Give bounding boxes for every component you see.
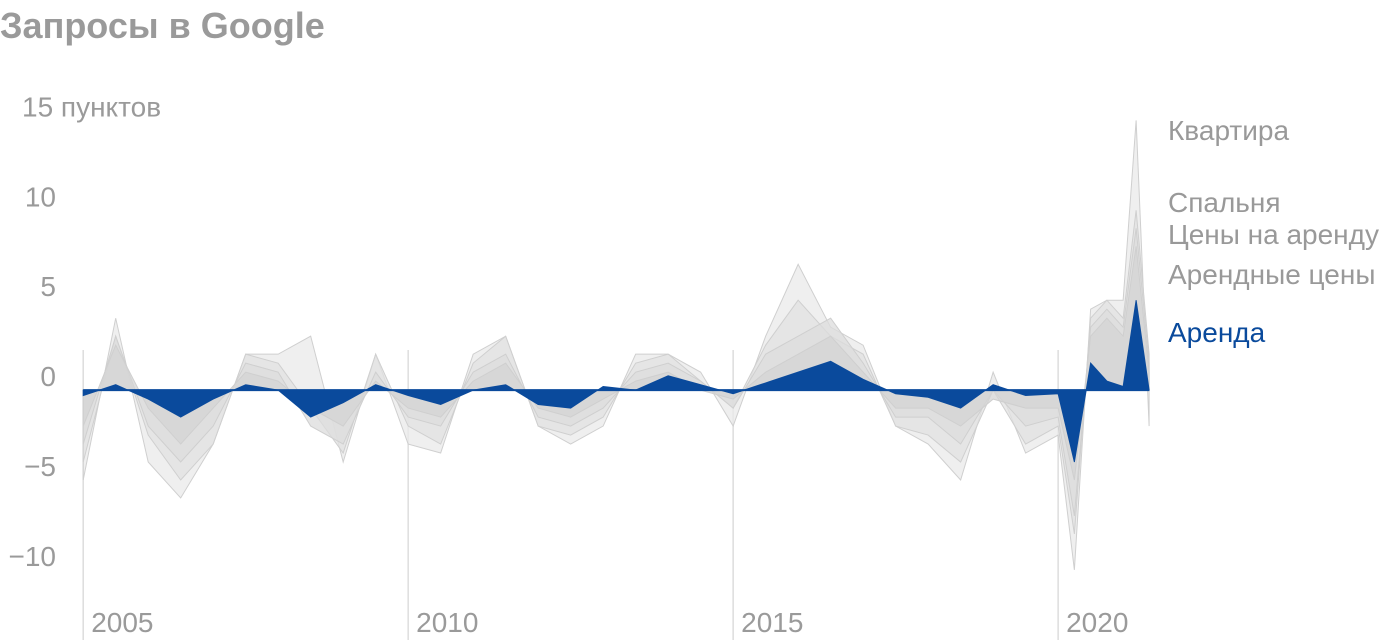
y-tick-label: −10	[9, 541, 57, 572]
legend-label: Аренда	[1168, 317, 1266, 348]
x-tick-label: 2015	[741, 607, 803, 638]
x-tick-label: 2005	[91, 607, 153, 638]
area	[82, 120, 1150, 570]
y-tick-label: 5	[40, 271, 56, 302]
x-tick-label: 2010	[416, 607, 478, 638]
y-tick-label: 0	[40, 361, 56, 392]
area	[82, 228, 1150, 517]
legend-label: Арендные цены	[1168, 259, 1375, 290]
x-tick-label: 2020	[1066, 607, 1128, 638]
y-tick-label: 15 пунктов	[22, 91, 161, 122]
legend-label: Цены на аренду	[1168, 219, 1379, 250]
legend-label: Квартира	[1168, 115, 1289, 146]
chart-title: Запросы в Google	[0, 5, 325, 46]
area	[82, 300, 1150, 463]
y-tick-label: 10	[25, 181, 56, 212]
legend-label: Спальня	[1168, 187, 1281, 218]
y-tick-label: −5	[24, 451, 56, 482]
